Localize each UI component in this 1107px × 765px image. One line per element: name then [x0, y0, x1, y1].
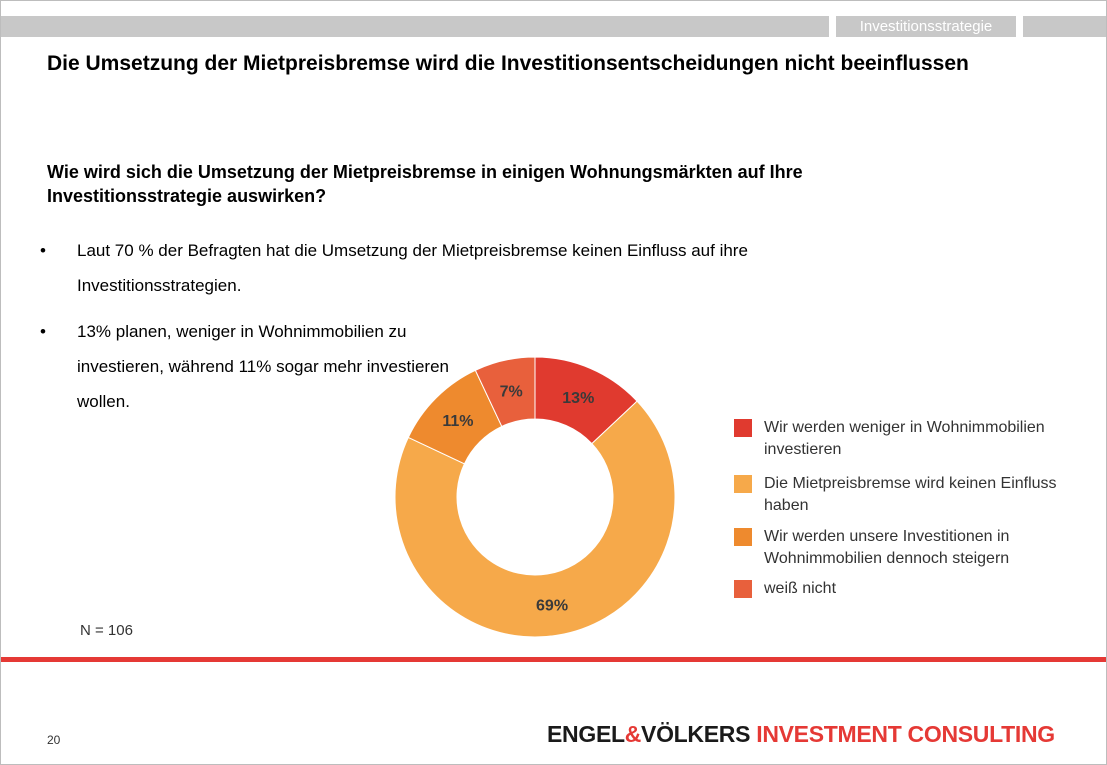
- survey-question: Wie wird sich die Umsetzung der Mietprei…: [47, 162, 803, 206]
- logo-text-engel: ENGEL: [547, 721, 625, 747]
- bullet-marker: •: [40, 322, 46, 341]
- logo-ampersand: &: [624, 721, 642, 747]
- page-number: 20: [47, 733, 61, 747]
- donut-data-label-2: 69%: [536, 598, 568, 615]
- header-bar-right: [1023, 16, 1106, 37]
- bullet-text: Laut 70 % der Befragten hat die Umsetzun…: [77, 241, 748, 295]
- legend-swatch: [734, 580, 752, 598]
- legend-swatch: [734, 475, 752, 493]
- company-logo: ENGEL&VÖLKERS INVESTMENT CONSULTING: [547, 721, 1055, 748]
- donut-slice-4: [474, 356, 536, 428]
- section-tab: Investitionsstrategie: [836, 16, 1016, 37]
- donut-data-label-3: 11%: [442, 413, 473, 430]
- logo-text-investment-consulting: INVESTMENT CONSULTING: [756, 721, 1055, 747]
- legend-swatch: [734, 528, 752, 546]
- donut-chart: 13% 69% 11% 7%: [394, 356, 676, 638]
- footer-divider: [1, 657, 1106, 662]
- sample-size-note: N = 106: [80, 622, 133, 639]
- legend-label: weiß nicht: [764, 580, 837, 597]
- page-title: Die Umsetzung der Mietpreisbremse wird d…: [47, 52, 969, 75]
- donut-data-label-1: 13%: [562, 390, 594, 407]
- legend-label: Die Mietpreisbremse wird keinen Einfluss…: [764, 475, 1057, 514]
- legend-swatch: [734, 419, 752, 437]
- bullet-marker: •: [40, 241, 46, 260]
- logo-text-voelkers: VÖLKERS: [641, 721, 751, 747]
- legend-label: Wir werden unsere Investitionen in Wohni…: [764, 528, 1010, 567]
- bullet-text: 13% planen, weniger in Wohnimmobilien zu…: [77, 322, 449, 411]
- legend-label: Wir werden weniger in Wohnimmobilien inv…: [764, 419, 1045, 458]
- donut-data-label-4: 7%: [500, 384, 523, 401]
- donut-slice-2: [394, 400, 676, 638]
- header-bar-left: [1, 16, 829, 37]
